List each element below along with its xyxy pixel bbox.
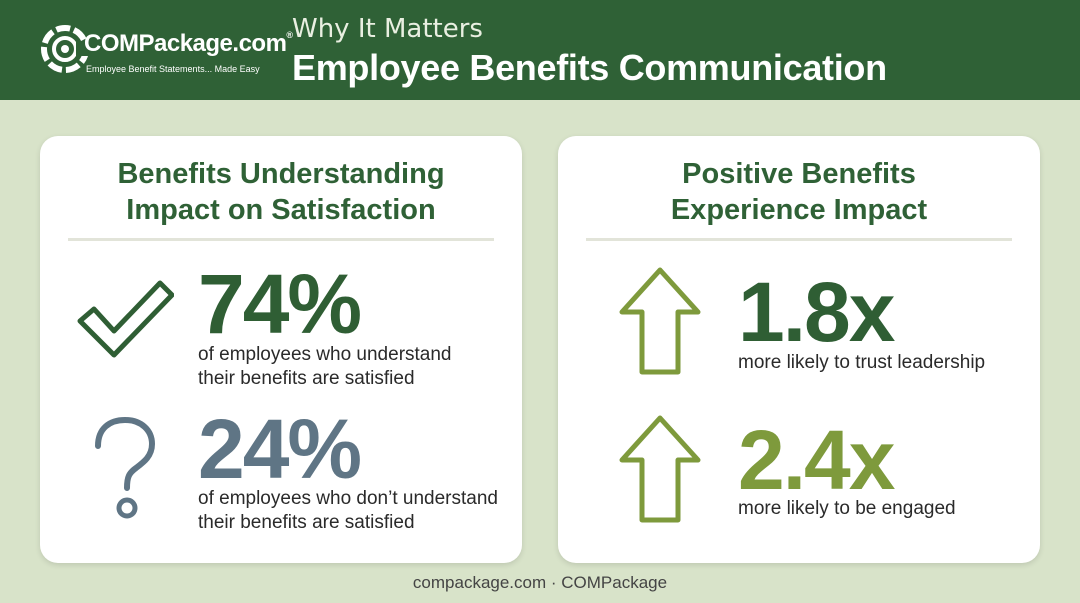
- checkmark-icon: [77, 280, 174, 358]
- page-title: Employee Benefits Communication: [292, 47, 887, 88]
- footer-credit: compackage.com · COMPackage: [412, 573, 668, 592]
- divider: [68, 238, 494, 241]
- stat-description-line: their benefits are satisfied: [198, 512, 415, 533]
- stat-value-24: 24%: [198, 402, 362, 496]
- logo-mark-icon: [41, 25, 90, 73]
- logo-wordmark: COMPackage.com®: [84, 30, 293, 57]
- divider: [586, 238, 1012, 241]
- question-mark-icon: [95, 416, 156, 519]
- card-title-line: Experience Impact: [670, 194, 928, 226]
- header-banner: COMPackage.com® Employee Benefit Stateme…: [0, 0, 1080, 100]
- stat-description-line: of employees who don’t understand: [198, 488, 498, 509]
- stat-value-1-8x: 1.8x: [738, 265, 895, 359]
- stat-description: of employees who don’t understand their …: [198, 487, 498, 535]
- stat-description-line: their benefits are satisfied: [198, 368, 415, 389]
- up-arrow-icon: [619, 267, 701, 375]
- stat-description: more likely to be engaged: [738, 498, 956, 519]
- card-title-line: Positive Benefits: [682, 158, 916, 190]
- stat-description: of employees who understand their benefi…: [198, 343, 452, 391]
- card-title-line: Impact on Satisfaction: [126, 194, 436, 226]
- stat-description-line: of employees who understand: [198, 344, 452, 365]
- compackage-logo[interactable]: COMPackage.com® Employee Benefit Stateme…: [40, 22, 293, 82]
- satisfaction-card: Benefits Understanding Impact on Satisfa…: [40, 136, 522, 563]
- logo-tagline: Employee Benefit Statements... Made Easy: [86, 64, 260, 74]
- header-subtitle: Why It Matters: [292, 14, 483, 44]
- experience-card: Positive Benefits Experience Impact 1.8x…: [558, 136, 1040, 563]
- up-arrow-icon: [619, 415, 701, 523]
- stat-value-74: 74%: [198, 257, 362, 351]
- satisfaction-card-title: Benefits Understanding Impact on Satisfa…: [40, 156, 522, 228]
- stat-description: more likely to trust leadership: [738, 352, 986, 373]
- stat-value-2-4x: 2.4x: [738, 413, 895, 507]
- card-title-line: Benefits Understanding: [117, 158, 445, 190]
- experience-card-title: Positive Benefits Experience Impact: [558, 156, 1040, 228]
